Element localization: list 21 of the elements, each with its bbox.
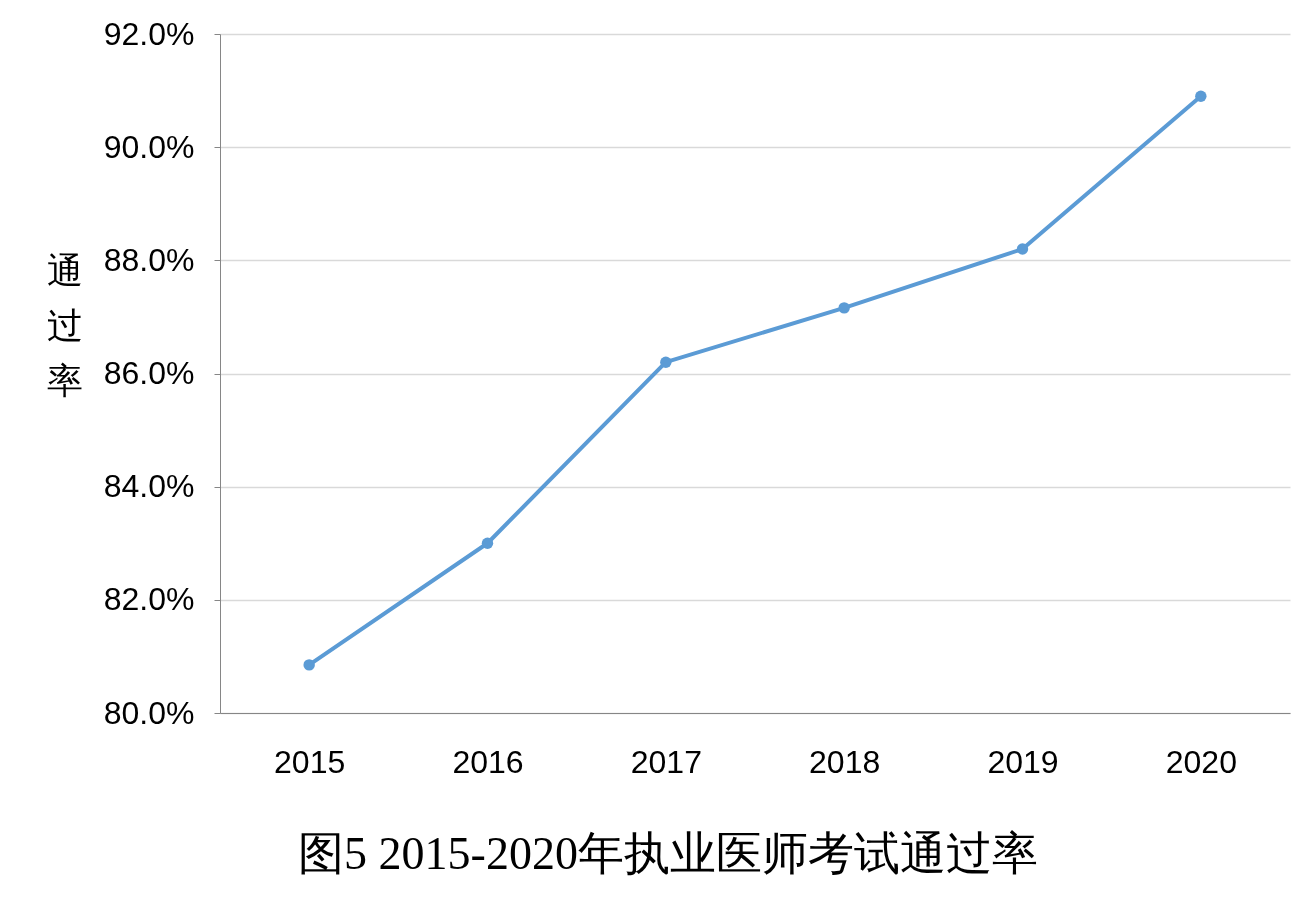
x-tick-label: 2018 xyxy=(809,743,881,780)
y-tick-label: 80.0% xyxy=(103,694,195,731)
point xyxy=(1016,243,1029,255)
y-tick-label: 84.0% xyxy=(103,468,195,505)
point xyxy=(838,302,850,314)
y-tick-label: 90.0% xyxy=(103,128,195,165)
x-tick-label: 2015 xyxy=(274,743,346,780)
x-tick-label: 2016 xyxy=(452,743,524,780)
x-tick-label: 2017 xyxy=(630,743,702,780)
y-axis-title: 通过率 xyxy=(46,249,83,401)
point xyxy=(660,356,672,368)
y-tick-label: 92.0% xyxy=(103,15,195,52)
text: 图5 2015-2020年执业医师考试通过率 xyxy=(298,828,1038,879)
point xyxy=(303,659,315,671)
point xyxy=(481,537,494,549)
x-tick-label: 2019 xyxy=(987,743,1059,780)
y-tick-label: 88.0% xyxy=(103,241,195,278)
y-tick-label: 86.0% xyxy=(103,355,195,391)
x-tick-label: 2020 xyxy=(1165,743,1237,780)
y-tick-label: 82.0% xyxy=(103,581,195,618)
point xyxy=(1195,90,1207,102)
